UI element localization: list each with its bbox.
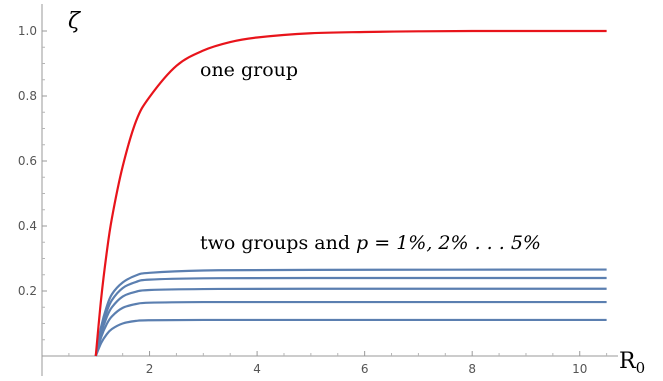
x-tick-label: 6: [361, 362, 369, 376]
annotation-two-groups-prefix: two groups and: [200, 232, 356, 254]
x-axis-title-subscript: 0: [636, 359, 646, 377]
series-line-two-groups-3: [94, 287, 607, 357]
x-tick-label: 2: [146, 362, 154, 376]
y-tick-label: 0.6: [18, 154, 37, 168]
ticks: 2 4 6 8 10 0.2 0.4 0.6 0.8 1.0: [18, 24, 608, 376]
series-layer: [94, 29, 607, 357]
y-tick-label: 0.2: [18, 284, 37, 298]
series-line-two-groups-4: [94, 300, 607, 357]
series-line-one-group: [94, 29, 607, 357]
x-tick-label: 8: [468, 362, 476, 376]
annotation-one-group: one group: [200, 59, 298, 81]
series-line-two-groups-1: [94, 268, 607, 357]
x-axis-title: R0: [619, 349, 645, 377]
y-tick-label: 0.4: [18, 219, 37, 233]
y-tick-label: 1.0: [18, 24, 37, 38]
x-axis-title-main: R: [619, 349, 637, 374]
y-tick-label: 0.8: [18, 89, 37, 103]
axes: [41, 4, 618, 376]
x-tick-label: 4: [253, 362, 261, 376]
series-line-two-groups-5: [94, 318, 607, 357]
y-axis-title: ζ: [68, 9, 82, 34]
x-tick-label: 10: [572, 362, 587, 376]
series-line-two-groups-2: [94, 276, 607, 357]
annotation-two-groups: two groups and p = 1%, 2% . . . 5%: [200, 232, 541, 254]
annotation-two-groups-math: p = 1%, 2% . . . 5%: [356, 232, 541, 254]
